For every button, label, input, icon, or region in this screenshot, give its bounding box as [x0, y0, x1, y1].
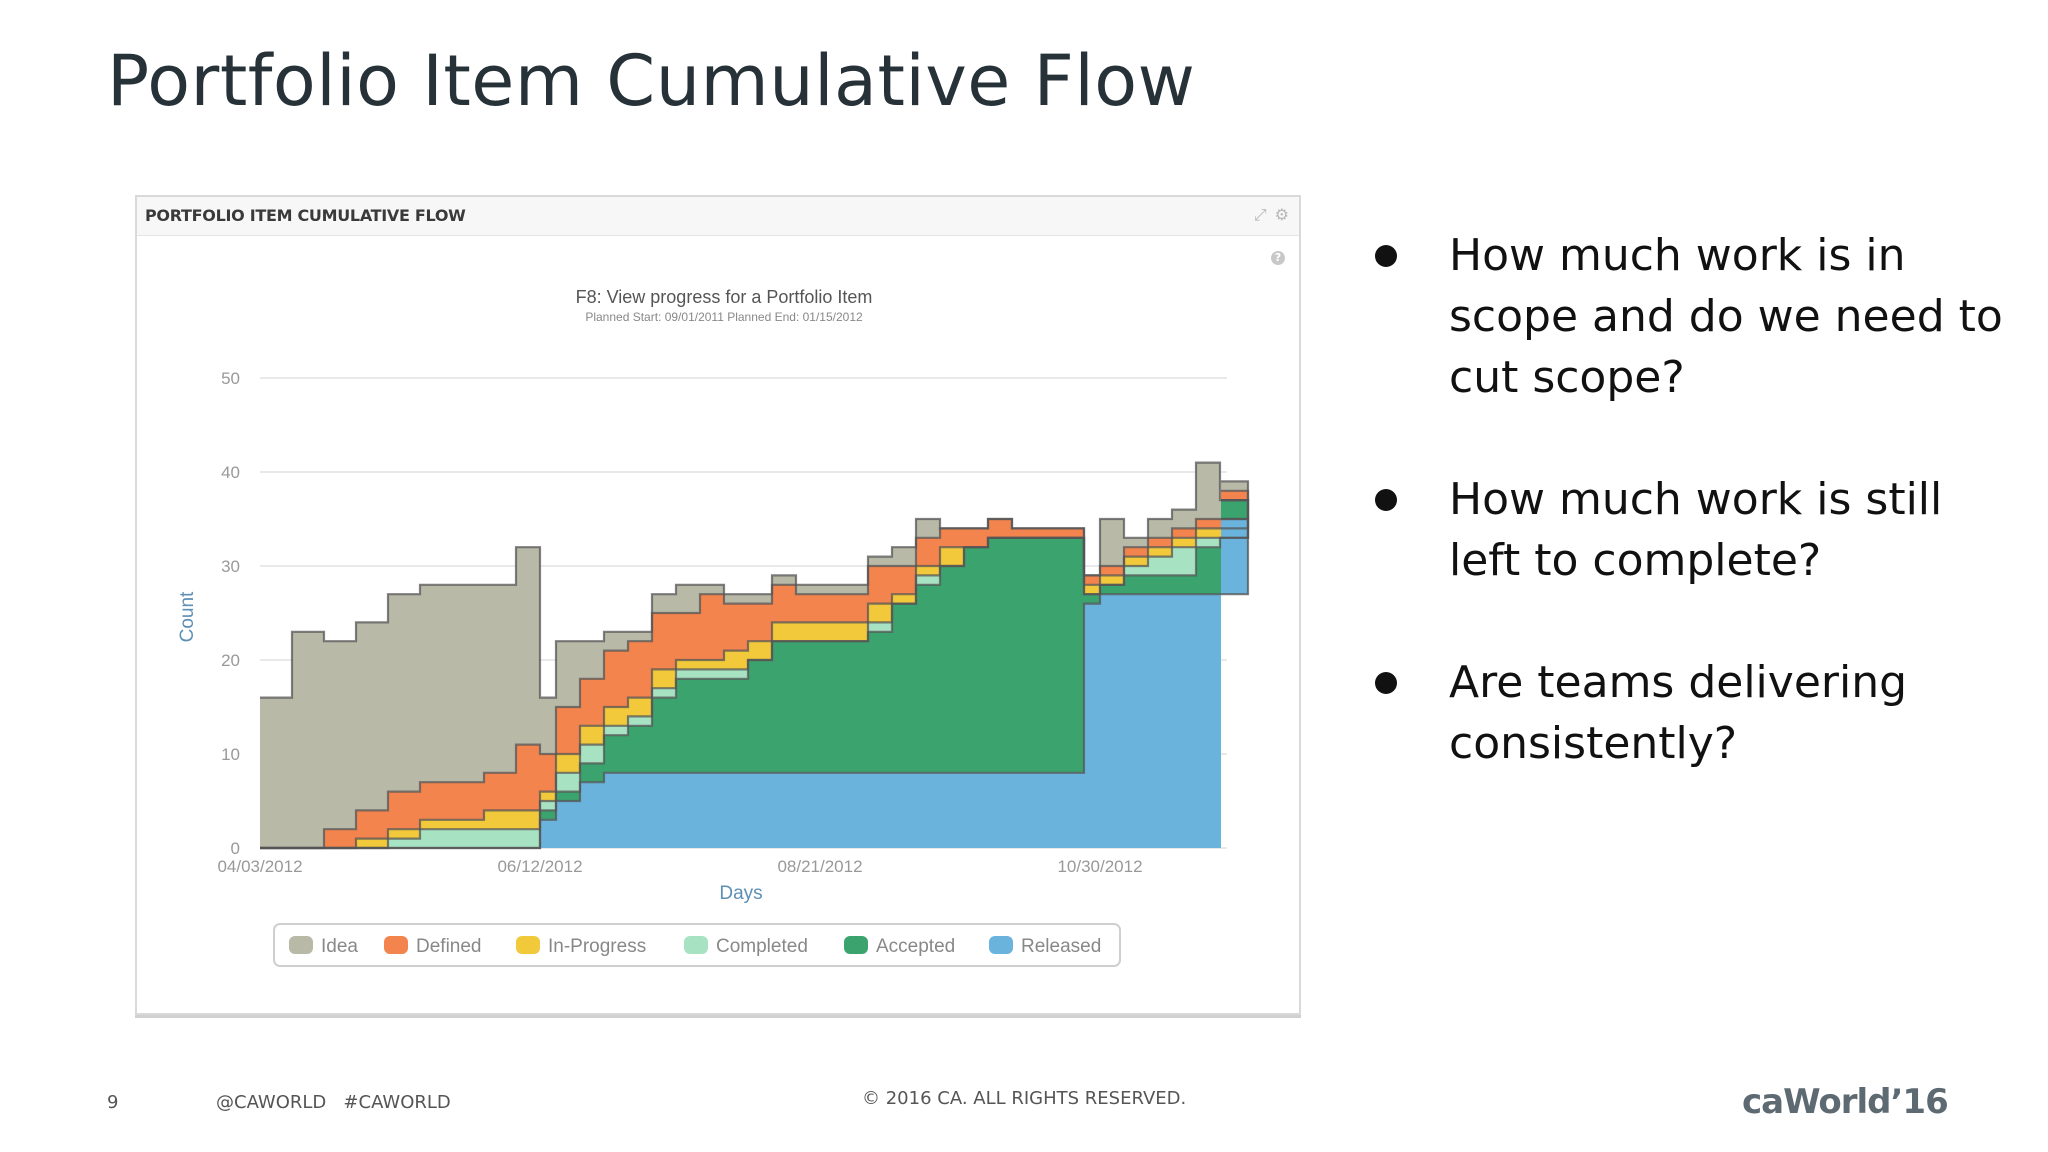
legend-swatch-completed: [684, 936, 708, 954]
legend-swatch-idea: [289, 936, 313, 954]
chart-title: F8: View progress for a Portfolio Item: [576, 287, 873, 307]
bullet-text: Are teams delivering consistently?: [1449, 657, 1908, 769]
bullet-text: How much work is still left to complete?: [1449, 474, 1943, 586]
bullet-item: How much work is in scope and do we need…: [1365, 225, 2005, 408]
page-number: 9: [107, 1092, 119, 1113]
chart-subtitle: Planned Start: 09/01/2011 Planned End: 0…: [585, 310, 863, 324]
y-tick-label: 50: [221, 369, 240, 388]
bullet-dot: [1375, 672, 1397, 694]
area-defined: [260, 490, 1248, 848]
ca-world-logo: caWorld’16: [1742, 1082, 1949, 1122]
legend-swatch-in-progress: [516, 936, 540, 954]
cumulative-flow-chart: F8: View progress for a Portfolio Item Pl…: [177, 287, 1250, 967]
expand-icon[interactable]: ⤢: [1253, 205, 1267, 224]
y-axis-label: Count: [177, 591, 198, 642]
legend-label-in-progress: In-Progress: [548, 936, 646, 957]
legend-label-accepted: Accepted: [876, 936, 955, 957]
bullet-text: How much work is in scope and do we need…: [1449, 230, 2003, 403]
panel-header: PORTFOLIO ITEM CUMULATIVE FLOW ⤢ ⚙: [137, 197, 1299, 236]
y-tick-label: 40: [221, 463, 240, 482]
x-tick-label: 10/30/2012: [1057, 857, 1142, 876]
y-tick-label: 0: [231, 839, 240, 858]
x-tick-label: 04/03/2012: [217, 857, 302, 876]
bullet-item: Are teams delivering consistently?: [1365, 652, 2005, 774]
legend-label-released: Released: [1021, 936, 1101, 957]
bullet-list: How much work is in scope and do we need…: [1365, 225, 2005, 774]
help-icon[interactable]: ?: [1271, 251, 1285, 265]
legend-label-completed: Completed: [716, 936, 808, 957]
x-axis-label: Days: [719, 883, 762, 904]
gear-icon[interactable]: ⚙: [1274, 205, 1289, 224]
y-tick-label: 30: [221, 557, 240, 576]
bullet-dot: [1375, 489, 1397, 511]
area-accepted: [260, 500, 1248, 848]
legend-swatch-accepted: [844, 936, 868, 954]
chart-panel: PORTFOLIO ITEM CUMULATIVE FLOW ⤢ ⚙ ? F8: …: [135, 195, 1301, 1015]
panel-icons: ⤢ ⚙: [1246, 205, 1289, 225]
copyright: © 2016 CA. ALL RIGHTS RESERVED.: [862, 1088, 1187, 1109]
legend-swatch-defined: [384, 936, 408, 954]
series-line-completed: [260, 499, 1250, 850]
area-idea: [260, 462, 1248, 848]
social-handles: @CAWORLD #CAWORLD: [216, 1092, 451, 1113]
series-line-idea: [260, 461, 1250, 699]
y-tick-label: 20: [221, 651, 240, 670]
panel-title: PORTFOLIO ITEM CUMULATIVE FLOW: [145, 206, 466, 225]
legend-label-idea: Idea: [321, 936, 358, 957]
area-released: [260, 519, 1248, 848]
legend-label-defined: Defined: [416, 936, 482, 957]
slide-title: Portfolio Item Cumulative Flow: [107, 40, 1196, 122]
x-tick-label: 08/21/2012: [777, 857, 862, 876]
bullet-dot: [1375, 245, 1397, 267]
y-tick-label: 10: [221, 745, 240, 764]
series-line-in-progress: [260, 499, 1250, 850]
x-tick-label: 06/12/2012: [497, 857, 582, 876]
bullet-item: How much work is still left to complete?: [1365, 469, 2005, 591]
legend-swatch-released: [989, 936, 1013, 954]
